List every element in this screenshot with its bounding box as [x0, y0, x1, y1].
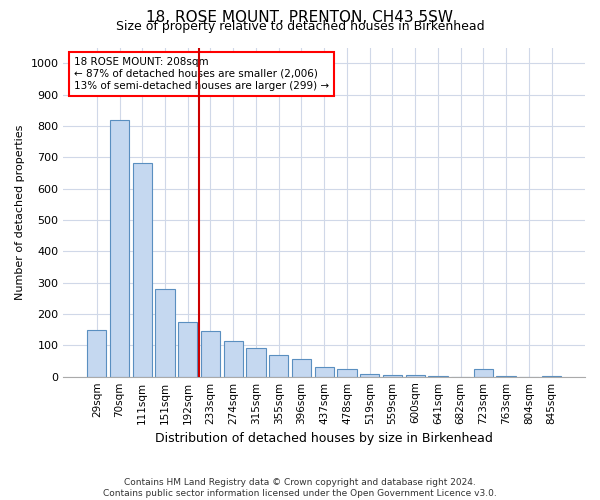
Bar — [406, 375, 425, 376]
Bar — [87, 330, 106, 376]
Bar — [178, 322, 197, 376]
Text: Size of property relative to detached houses in Birkenhead: Size of property relative to detached ho… — [116, 20, 484, 33]
Text: 18 ROSE MOUNT: 208sqm
← 87% of detached houses are smaller (2,006)
13% of semi-d: 18 ROSE MOUNT: 208sqm ← 87% of detached … — [74, 58, 329, 90]
Bar — [292, 360, 311, 376]
Bar — [474, 369, 493, 376]
Bar — [224, 340, 243, 376]
Bar — [360, 374, 379, 376]
Bar — [337, 369, 356, 376]
Y-axis label: Number of detached properties: Number of detached properties — [15, 124, 25, 300]
Bar — [314, 368, 334, 376]
Bar — [155, 289, 175, 376]
Bar — [133, 164, 152, 376]
Bar — [269, 354, 289, 376]
Text: Contains HM Land Registry data © Crown copyright and database right 2024.
Contai: Contains HM Land Registry data © Crown c… — [103, 478, 497, 498]
Text: 18, ROSE MOUNT, PRENTON, CH43 5SW: 18, ROSE MOUNT, PRENTON, CH43 5SW — [146, 10, 454, 25]
Bar — [110, 120, 129, 376]
Bar — [383, 375, 402, 376]
Bar — [247, 348, 266, 376]
Bar — [201, 331, 220, 376]
X-axis label: Distribution of detached houses by size in Birkenhead: Distribution of detached houses by size … — [155, 432, 493, 445]
